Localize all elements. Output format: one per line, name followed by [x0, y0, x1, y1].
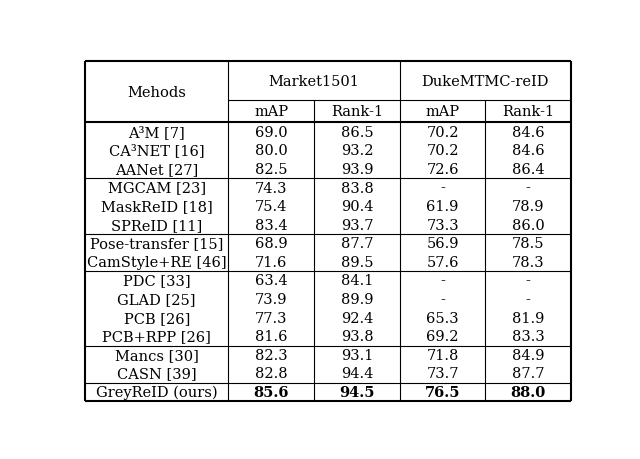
Text: PDC [33]: PDC [33] [123, 274, 191, 288]
Text: 93.1: 93.1 [340, 348, 373, 362]
Text: 81.6: 81.6 [255, 330, 287, 343]
Text: 68.9: 68.9 [255, 237, 287, 251]
Text: A³M [7]: A³M [7] [129, 125, 185, 140]
Text: 89.9: 89.9 [340, 292, 373, 307]
Text: 86.0: 86.0 [512, 218, 545, 232]
Text: 93.9: 93.9 [340, 162, 373, 177]
Text: GreyReID (ours): GreyReID (ours) [96, 385, 218, 399]
Text: 82.5: 82.5 [255, 162, 287, 177]
Text: 57.6: 57.6 [426, 255, 459, 269]
Text: Rank-1: Rank-1 [502, 105, 554, 119]
Text: 86.4: 86.4 [512, 162, 545, 177]
Text: 84.6: 84.6 [512, 144, 545, 158]
Text: 75.4: 75.4 [255, 200, 287, 214]
Text: -: - [440, 181, 445, 195]
Text: 73.7: 73.7 [426, 367, 459, 381]
Text: -: - [440, 292, 445, 307]
Text: Mehods: Mehods [127, 86, 186, 100]
Text: 84.1: 84.1 [340, 274, 373, 288]
Text: Market1501: Market1501 [269, 75, 360, 89]
Text: 82.3: 82.3 [255, 348, 287, 362]
Text: 93.7: 93.7 [340, 218, 373, 232]
Text: Rank-1: Rank-1 [331, 105, 383, 119]
Text: CASN [39]: CASN [39] [117, 367, 196, 381]
Text: 83.3: 83.3 [512, 330, 545, 343]
Text: 85.6: 85.6 [253, 385, 289, 399]
Text: 93.2: 93.2 [340, 144, 373, 158]
Text: 94.5: 94.5 [339, 385, 374, 399]
Text: 76.5: 76.5 [425, 385, 460, 399]
Text: PCB [26]: PCB [26] [124, 311, 190, 325]
Text: 87.7: 87.7 [340, 237, 373, 251]
Text: PCB+RPP [26]: PCB+RPP [26] [102, 330, 211, 343]
Text: CA³NET [16]: CA³NET [16] [109, 144, 205, 158]
Text: 78.9: 78.9 [512, 200, 545, 214]
Text: 80.0: 80.0 [255, 144, 288, 158]
Text: 72.6: 72.6 [426, 162, 459, 177]
Text: 63.4: 63.4 [255, 274, 287, 288]
Text: 84.6: 84.6 [512, 125, 545, 140]
Text: AANet [27]: AANet [27] [115, 162, 198, 177]
Text: 82.8: 82.8 [255, 367, 287, 381]
Text: 78.5: 78.5 [512, 237, 545, 251]
Text: -: - [526, 181, 531, 195]
Text: 78.3: 78.3 [512, 255, 545, 269]
Text: 93.8: 93.8 [340, 330, 373, 343]
Text: mAP: mAP [254, 105, 289, 119]
Text: 83.8: 83.8 [340, 181, 373, 195]
Text: 84.9: 84.9 [512, 348, 545, 362]
Text: 83.4: 83.4 [255, 218, 287, 232]
Text: MaskReID [18]: MaskReID [18] [101, 200, 212, 214]
Text: 74.3: 74.3 [255, 181, 287, 195]
Text: 61.9: 61.9 [426, 200, 459, 214]
Text: 88.0: 88.0 [511, 385, 546, 399]
Text: 92.4: 92.4 [340, 311, 373, 325]
Text: GLAD [25]: GLAD [25] [118, 292, 196, 307]
Text: MGCAM [23]: MGCAM [23] [108, 181, 206, 195]
Text: SPReID [11]: SPReID [11] [111, 218, 202, 232]
Text: Pose-transfer [15]: Pose-transfer [15] [90, 237, 223, 251]
Text: 94.4: 94.4 [340, 367, 373, 381]
Text: 71.6: 71.6 [255, 255, 287, 269]
Text: 73.9: 73.9 [255, 292, 287, 307]
Text: mAP: mAP [426, 105, 460, 119]
Text: CamStyle+RE [46]: CamStyle+RE [46] [87, 255, 227, 269]
Text: 56.9: 56.9 [426, 237, 459, 251]
Text: 73.3: 73.3 [426, 218, 459, 232]
Text: 87.7: 87.7 [512, 367, 545, 381]
Text: 69.0: 69.0 [255, 125, 287, 140]
Text: 70.2: 70.2 [426, 144, 459, 158]
Text: DukeMTMC-reID: DukeMTMC-reID [422, 75, 549, 89]
Text: -: - [526, 274, 531, 288]
Text: 77.3: 77.3 [255, 311, 287, 325]
Text: 71.8: 71.8 [426, 348, 459, 362]
Text: 69.2: 69.2 [426, 330, 459, 343]
Text: Mancs [30]: Mancs [30] [115, 348, 198, 362]
Text: 65.3: 65.3 [426, 311, 459, 325]
Text: 86.5: 86.5 [340, 125, 373, 140]
Text: 70.2: 70.2 [426, 125, 459, 140]
Text: -: - [440, 274, 445, 288]
Text: -: - [526, 292, 531, 307]
Text: 90.4: 90.4 [340, 200, 373, 214]
Text: 89.5: 89.5 [340, 255, 373, 269]
Text: 81.9: 81.9 [512, 311, 545, 325]
